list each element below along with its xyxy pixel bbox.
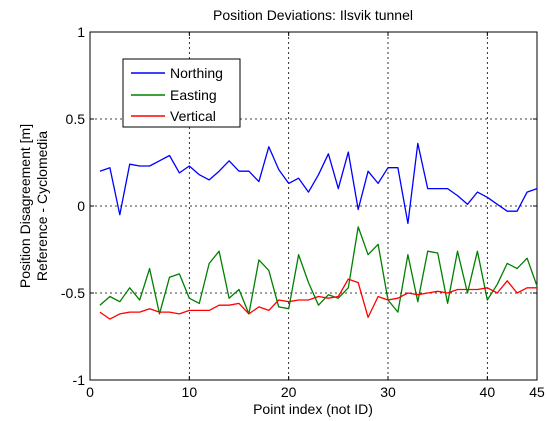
x-axis-label: Point index (not ID) [253,401,373,417]
legend-easting-label: Easting [170,87,217,103]
x-tick-label: 0 [86,384,94,400]
series-line-northing [99,142,538,225]
chart-title: Position Deviations: Ilsvik tunnel [213,7,413,23]
axis-ticks: 0 10 20 30 40 45 -1 -0.5 0 0.5 1 [61,24,545,400]
series-line-vertical [99,278,537,320]
y-tick-label: 0 [77,198,85,214]
series-lines [99,142,538,320]
legend-vertical-label: Vertical [170,108,216,124]
x-tick-label: 40 [480,384,496,400]
x-tick-label: 45 [529,384,545,400]
x-tick-label: 30 [380,384,396,400]
y-axis-label-line1: Position Disagreement [m] [17,124,33,288]
grid [90,32,537,380]
x-tick-label: 10 [182,384,198,400]
series-line-easting [99,226,538,315]
legend-northing-label: Northing [170,65,223,81]
y-tick-label: -0.5 [61,285,85,301]
x-tick-label: 20 [281,384,297,400]
y-tick-label: -1 [73,372,86,388]
legend: Northing Easting Vertical [122,58,241,128]
y-tick-label: 0.5 [66,111,86,127]
y-axis-label-line2: Reference - Cyclomedia [34,131,50,281]
y-tick-label: 1 [77,24,85,40]
